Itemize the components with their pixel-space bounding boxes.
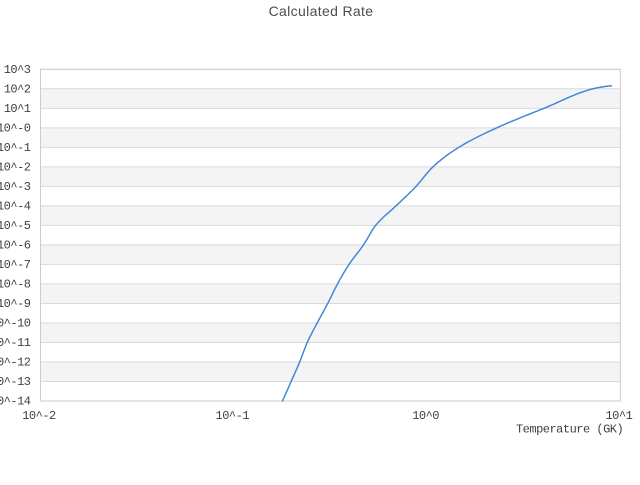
svg-text:10^-13: 10^-13 [0, 375, 31, 389]
svg-text:10^-9: 10^-9 [0, 297, 31, 311]
svg-text:10^-8: 10^-8 [0, 278, 31, 292]
svg-text:10^-1: 10^-1 [216, 409, 250, 423]
svg-text:10^-11: 10^-11 [0, 336, 31, 350]
svg-text:10^-3: 10^-3 [0, 180, 31, 194]
svg-text:10^-2: 10^-2 [22, 409, 56, 423]
svg-text:10^-10: 10^-10 [0, 317, 31, 331]
svg-text:10^2: 10^2 [4, 83, 31, 97]
svg-text:10^-1: 10^-1 [0, 141, 31, 155]
svg-text:10^1: 10^1 [605, 409, 632, 423]
svg-text:10^-14: 10^-14 [0, 395, 31, 409]
svg-text:10^1: 10^1 [4, 102, 31, 116]
svg-text:10^-12: 10^-12 [0, 356, 31, 370]
svg-text:10^-5: 10^-5 [0, 219, 31, 233]
svg-text:10^-7: 10^-7 [0, 258, 31, 272]
svg-text:10^-2: 10^-2 [0, 161, 31, 175]
svg-text:10^3: 10^3 [4, 63, 31, 77]
svg-text:Temperature (GK): Temperature (GK) [516, 423, 623, 437]
svg-text:10^-0: 10^-0 [0, 122, 31, 136]
svg-text:10^0: 10^0 [412, 409, 439, 423]
svg-text:Calculated Rate: Calculated Rate [269, 3, 374, 19]
svg-text:10^-6: 10^-6 [0, 239, 31, 253]
svg-text:10^-4: 10^-4 [0, 200, 31, 214]
